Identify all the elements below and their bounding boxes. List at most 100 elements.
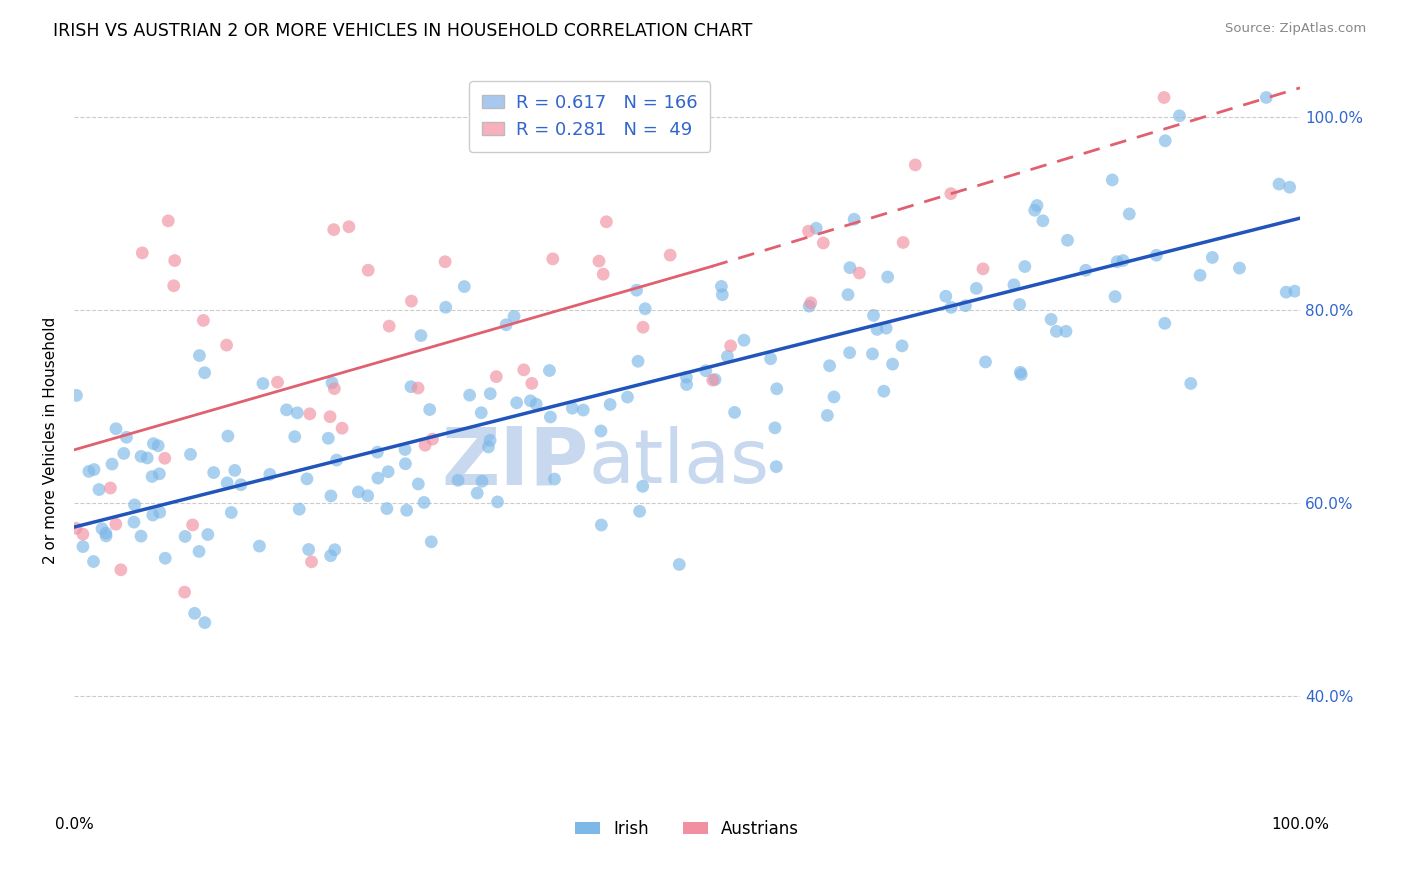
Point (82, 554, 104, 568)
Point (434, 254, 457, 268)
Point (1014, 260, 1036, 274)
Point (316, 431, 339, 445)
Point (891, 235, 914, 250)
Legend: Irish, Austrians: Irish, Austrians (568, 814, 806, 845)
Point (202, 466, 225, 480)
Point (561, 401, 583, 416)
Point (357, 489, 380, 503)
Point (882, 357, 904, 371)
Point (1107, 254, 1129, 268)
Point (588, 254, 610, 268)
Text: atlas: atlas (589, 426, 770, 499)
Point (447, 473, 470, 487)
Point (458, 388, 481, 402)
Point (1229, 260, 1251, 275)
Point (720, 339, 742, 353)
Point (142, 436, 165, 450)
Point (1275, 285, 1298, 300)
Point (323, 382, 346, 396)
Point (122, 515, 145, 529)
Point (1144, 248, 1167, 262)
Point (965, 281, 987, 295)
Point (330, 421, 353, 435)
Point (541, 252, 564, 266)
Point (157, 214, 180, 228)
Point (599, 397, 621, 411)
Point (347, 484, 370, 499)
Point (1040, 312, 1063, 326)
Point (394, 442, 416, 457)
Point (631, 479, 654, 493)
Point (710, 279, 733, 293)
Point (974, 355, 997, 369)
Point (224, 463, 246, 477)
Point (153, 451, 176, 466)
Point (1032, 214, 1054, 228)
Point (799, 299, 821, 313)
Point (413, 438, 436, 452)
Point (217, 429, 239, 443)
Point (183, 607, 205, 621)
Point (141, 469, 163, 483)
Point (323, 542, 346, 557)
Point (319, 549, 342, 563)
Point (1201, 251, 1223, 265)
Point (110, 563, 132, 577)
Point (406, 381, 429, 395)
Point (1074, 263, 1097, 277)
Point (503, 310, 526, 324)
Point (142, 508, 165, 522)
Point (453, 279, 475, 293)
Point (486, 495, 509, 509)
Point (377, 465, 399, 479)
Y-axis label: 2 or more Vehicles in Household: 2 or more Vehicles in Household (44, 317, 58, 564)
Point (837, 287, 859, 301)
Point (229, 477, 252, 491)
Point (77, 464, 100, 478)
Point (1153, 90, 1175, 104)
Point (94, 526, 117, 541)
Point (325, 453, 347, 467)
Point (94, 529, 117, 543)
Point (104, 517, 127, 532)
Point (524, 397, 547, 411)
Point (595, 215, 617, 229)
Point (298, 407, 321, 421)
Point (72, 540, 94, 554)
Point (935, 289, 957, 303)
Point (136, 450, 159, 465)
Point (322, 222, 344, 236)
Point (572, 403, 595, 417)
Point (1024, 203, 1046, 218)
Point (723, 405, 745, 419)
Point (194, 615, 217, 630)
Point (288, 502, 311, 516)
Point (1256, 90, 1278, 104)
Point (1010, 368, 1032, 382)
Point (180, 447, 202, 461)
Point (148, 439, 170, 453)
Point (163, 253, 186, 268)
Point (873, 384, 896, 399)
Point (1002, 277, 1025, 292)
Point (479, 434, 502, 448)
Point (862, 309, 884, 323)
Point (485, 369, 508, 384)
Point (366, 445, 388, 459)
Point (733, 333, 755, 347)
Point (259, 467, 281, 482)
Point (1026, 198, 1049, 212)
Point (626, 283, 648, 297)
Point (1101, 173, 1123, 187)
Point (101, 457, 124, 471)
Point (763, 421, 786, 435)
Point (711, 287, 734, 301)
Point (153, 551, 176, 566)
Point (800, 295, 823, 310)
Point (1153, 316, 1175, 330)
Point (1112, 253, 1135, 268)
Point (538, 409, 561, 424)
Point (252, 376, 274, 391)
Point (1154, 134, 1177, 148)
Point (434, 300, 457, 314)
